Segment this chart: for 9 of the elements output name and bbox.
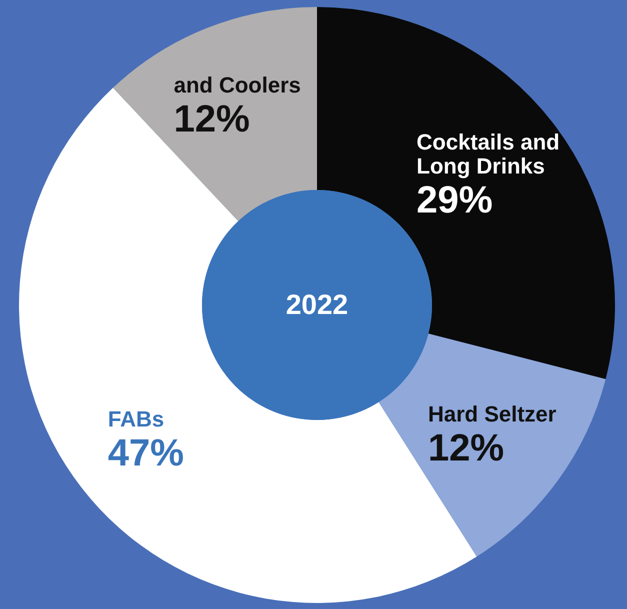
data-label: 12% <box>428 427 504 470</box>
data-label: 12% <box>174 98 250 141</box>
slice-label: and Coolers <box>174 72 301 98</box>
data-label: 47% <box>108 432 184 475</box>
slice-label: Cocktails and Long Drinks <box>416 129 560 178</box>
slice-label: Hard Seltzer <box>428 401 557 426</box>
slice-label: FABs <box>108 406 164 432</box>
text: 2022 <box>284 289 350 321</box>
data-label: 29% <box>416 179 493 222</box>
